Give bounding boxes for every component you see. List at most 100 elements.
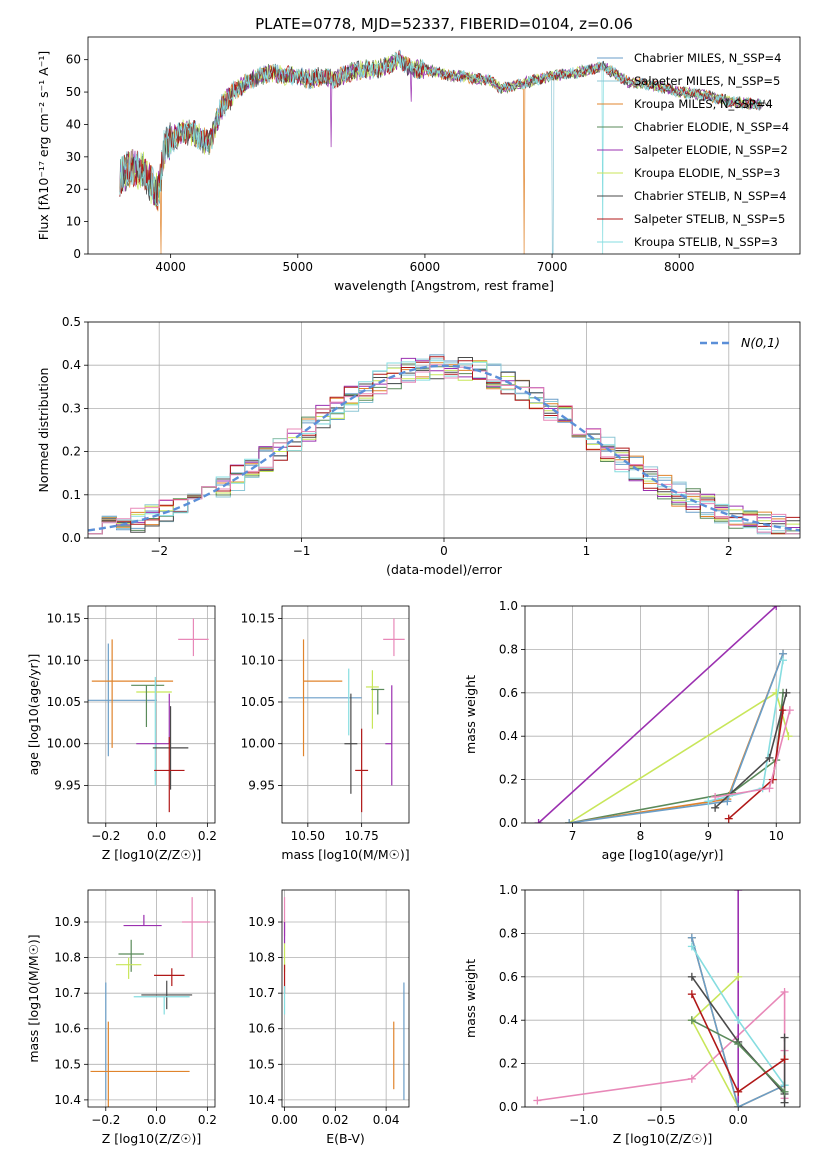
series-line: [568, 653, 784, 823]
x-tick-label: −1: [293, 544, 311, 558]
y-axis-label: Normed distribution: [36, 368, 51, 493]
x-tick-label: 0.2: [198, 829, 217, 843]
y-tick-label: 9.95: [248, 778, 275, 792]
normal-curve: [88, 364, 800, 532]
y-tick-label: 10.00: [241, 737, 275, 751]
plot-area: [533, 890, 789, 1107]
x-tick-label: 0.0: [147, 1113, 166, 1127]
data-point: [123, 914, 162, 927]
x-axis-label: E(B-V): [326, 1131, 365, 1146]
x-axis-label: age [log10(age/yr)]: [602, 847, 724, 862]
x-tick-label: 10: [769, 829, 784, 843]
y-tick-label: 0.2: [62, 445, 81, 459]
y-tick-label: 10.7: [248, 986, 275, 1000]
data-point: [131, 684, 165, 728]
series-line: [691, 937, 785, 1107]
x-tick-label: 4000: [155, 260, 186, 274]
data-point: [355, 728, 369, 813]
axes-frame: [87, 605, 216, 824]
spectrum-legend: Chabrier MILES, N_SSP=4 Salpeter MILES, N…: [597, 51, 789, 249]
data-point: [133, 996, 190, 1015]
x-tick-label: −0.2: [91, 829, 120, 843]
y-tick-label: 10.15: [47, 612, 81, 626]
y-tick-label: 0.6: [499, 970, 518, 984]
x-axis-label: Z [log10(Z/Z☉)]: [613, 1131, 713, 1146]
y-axis-label: Flux [fλ10⁻¹⁷ erg cm⁻² s⁻¹ A⁻¹]: [36, 51, 51, 240]
series-line: [568, 691, 790, 823]
axes-frame: [87, 36, 801, 255]
spectrum-series-line: [119, 51, 762, 254]
x-tick-label: 10.75: [344, 829, 378, 843]
x-tick-label: 7000: [537, 260, 568, 274]
y-tick-label: 10.15: [241, 612, 275, 626]
legend-entry: Kroupa ELODIE, N_SSP=3: [634, 166, 780, 180]
y-tick-label: 10.9: [54, 915, 81, 929]
y-tick-label: 10.05: [241, 695, 275, 709]
age-vs-mass-panel: 10.50 10.75 9.95 10.00 10.05 10.10 10.15 mass […: [241, 605, 410, 862]
data-point: [178, 618, 209, 657]
y-tick-label: 10.10: [241, 653, 275, 667]
y-tick-label: 10.8: [54, 951, 81, 965]
figure-title: PLATE=0778, MJD=52337, FIBERID=0104, z=0…: [255, 15, 633, 33]
y-tick-label: 10.5: [54, 1057, 81, 1071]
data-point: [371, 688, 385, 715]
legend-entry: Salpeter ELODIE, N_SSP=2: [634, 143, 788, 157]
x-tick-label: 0.0: [147, 829, 166, 843]
y-tick-label: 1.0: [499, 599, 518, 613]
x-tick-label: −1.0: [569, 1113, 598, 1127]
data-point: [118, 939, 144, 972]
y-tick-label: 0.0: [62, 531, 81, 545]
x-tick-label: 0.00: [271, 1113, 298, 1127]
y-axis-label: mass weight: [463, 675, 478, 754]
data-point: [136, 693, 170, 745]
legend-entry: Kroupa MILES, N_SSP=4: [634, 97, 773, 111]
axes-frame: [524, 605, 801, 824]
weight-vs-metallicity-panel: −1.0 −0.5 0.0 0.0 0.2 0.4 0.6 0.8 1.0 Z [log10(Z/…: [463, 883, 801, 1146]
data-point: [115, 957, 142, 979]
x-tick-label: −2: [150, 544, 168, 558]
y-tick-label: 20: [66, 182, 81, 196]
y-tick-label: 30: [66, 150, 81, 164]
x-tick-label: 0.0: [729, 1113, 748, 1127]
x-tick-label: 1: [583, 544, 591, 558]
y-tick-label: 0.4: [62, 358, 81, 372]
y-tick-label: 0.2: [499, 773, 518, 787]
y-tick-label: 0: [73, 247, 81, 261]
legend-entry: Salpeter MILES, N_SSP=5: [634, 74, 780, 88]
data-point: [91, 639, 174, 748]
legend-entry: Chabrier MILES, N_SSP=4: [634, 51, 781, 65]
series-line: [538, 606, 777, 823]
plot-area: [119, 49, 769, 254]
y-axis-label: age [log10(age/yr)]: [26, 654, 41, 776]
x-tick-label: 0.02: [322, 1113, 349, 1127]
plot-area: [88, 354, 800, 535]
x-tick-label: 7: [569, 829, 577, 843]
y-tick-label: 9.95: [54, 778, 81, 792]
axes-frame: [87, 889, 216, 1108]
spectrum-series-line: [119, 56, 762, 207]
data-point: [385, 685, 393, 786]
y-tick-label: 40: [66, 117, 81, 131]
y-tick-label: 10.6: [54, 1022, 81, 1036]
plot-area: [534, 606, 794, 823]
y-tick-label: 10.5: [248, 1057, 275, 1071]
y-tick-label: 10.7: [54, 986, 81, 1000]
data-point: [302, 639, 343, 757]
y-tick-label: 0.6: [499, 686, 518, 700]
plot-area: [90, 897, 210, 1107]
data-point: [141, 980, 193, 1010]
y-tick-label: 10.00: [47, 737, 81, 751]
y-tick-label: 0.0: [499, 816, 518, 830]
plot-area: [283, 897, 405, 1100]
y-tick-label: 10.4: [54, 1093, 81, 1107]
y-tick-label: 10.9: [248, 915, 275, 929]
y-tick-label: 10.4: [248, 1093, 275, 1107]
y-tick-label: 0.5: [62, 315, 81, 329]
x-tick-label: 0: [440, 544, 448, 558]
y-axis-label: mass [log10(M/M☉)]: [26, 934, 41, 1062]
y-tick-label: 0.1: [62, 488, 81, 502]
x-axis-label: Z [log10(Z/Z☉)]: [102, 1131, 202, 1146]
y-tick-label: 10.8: [248, 951, 275, 965]
y-tick-label: 10: [66, 215, 81, 229]
